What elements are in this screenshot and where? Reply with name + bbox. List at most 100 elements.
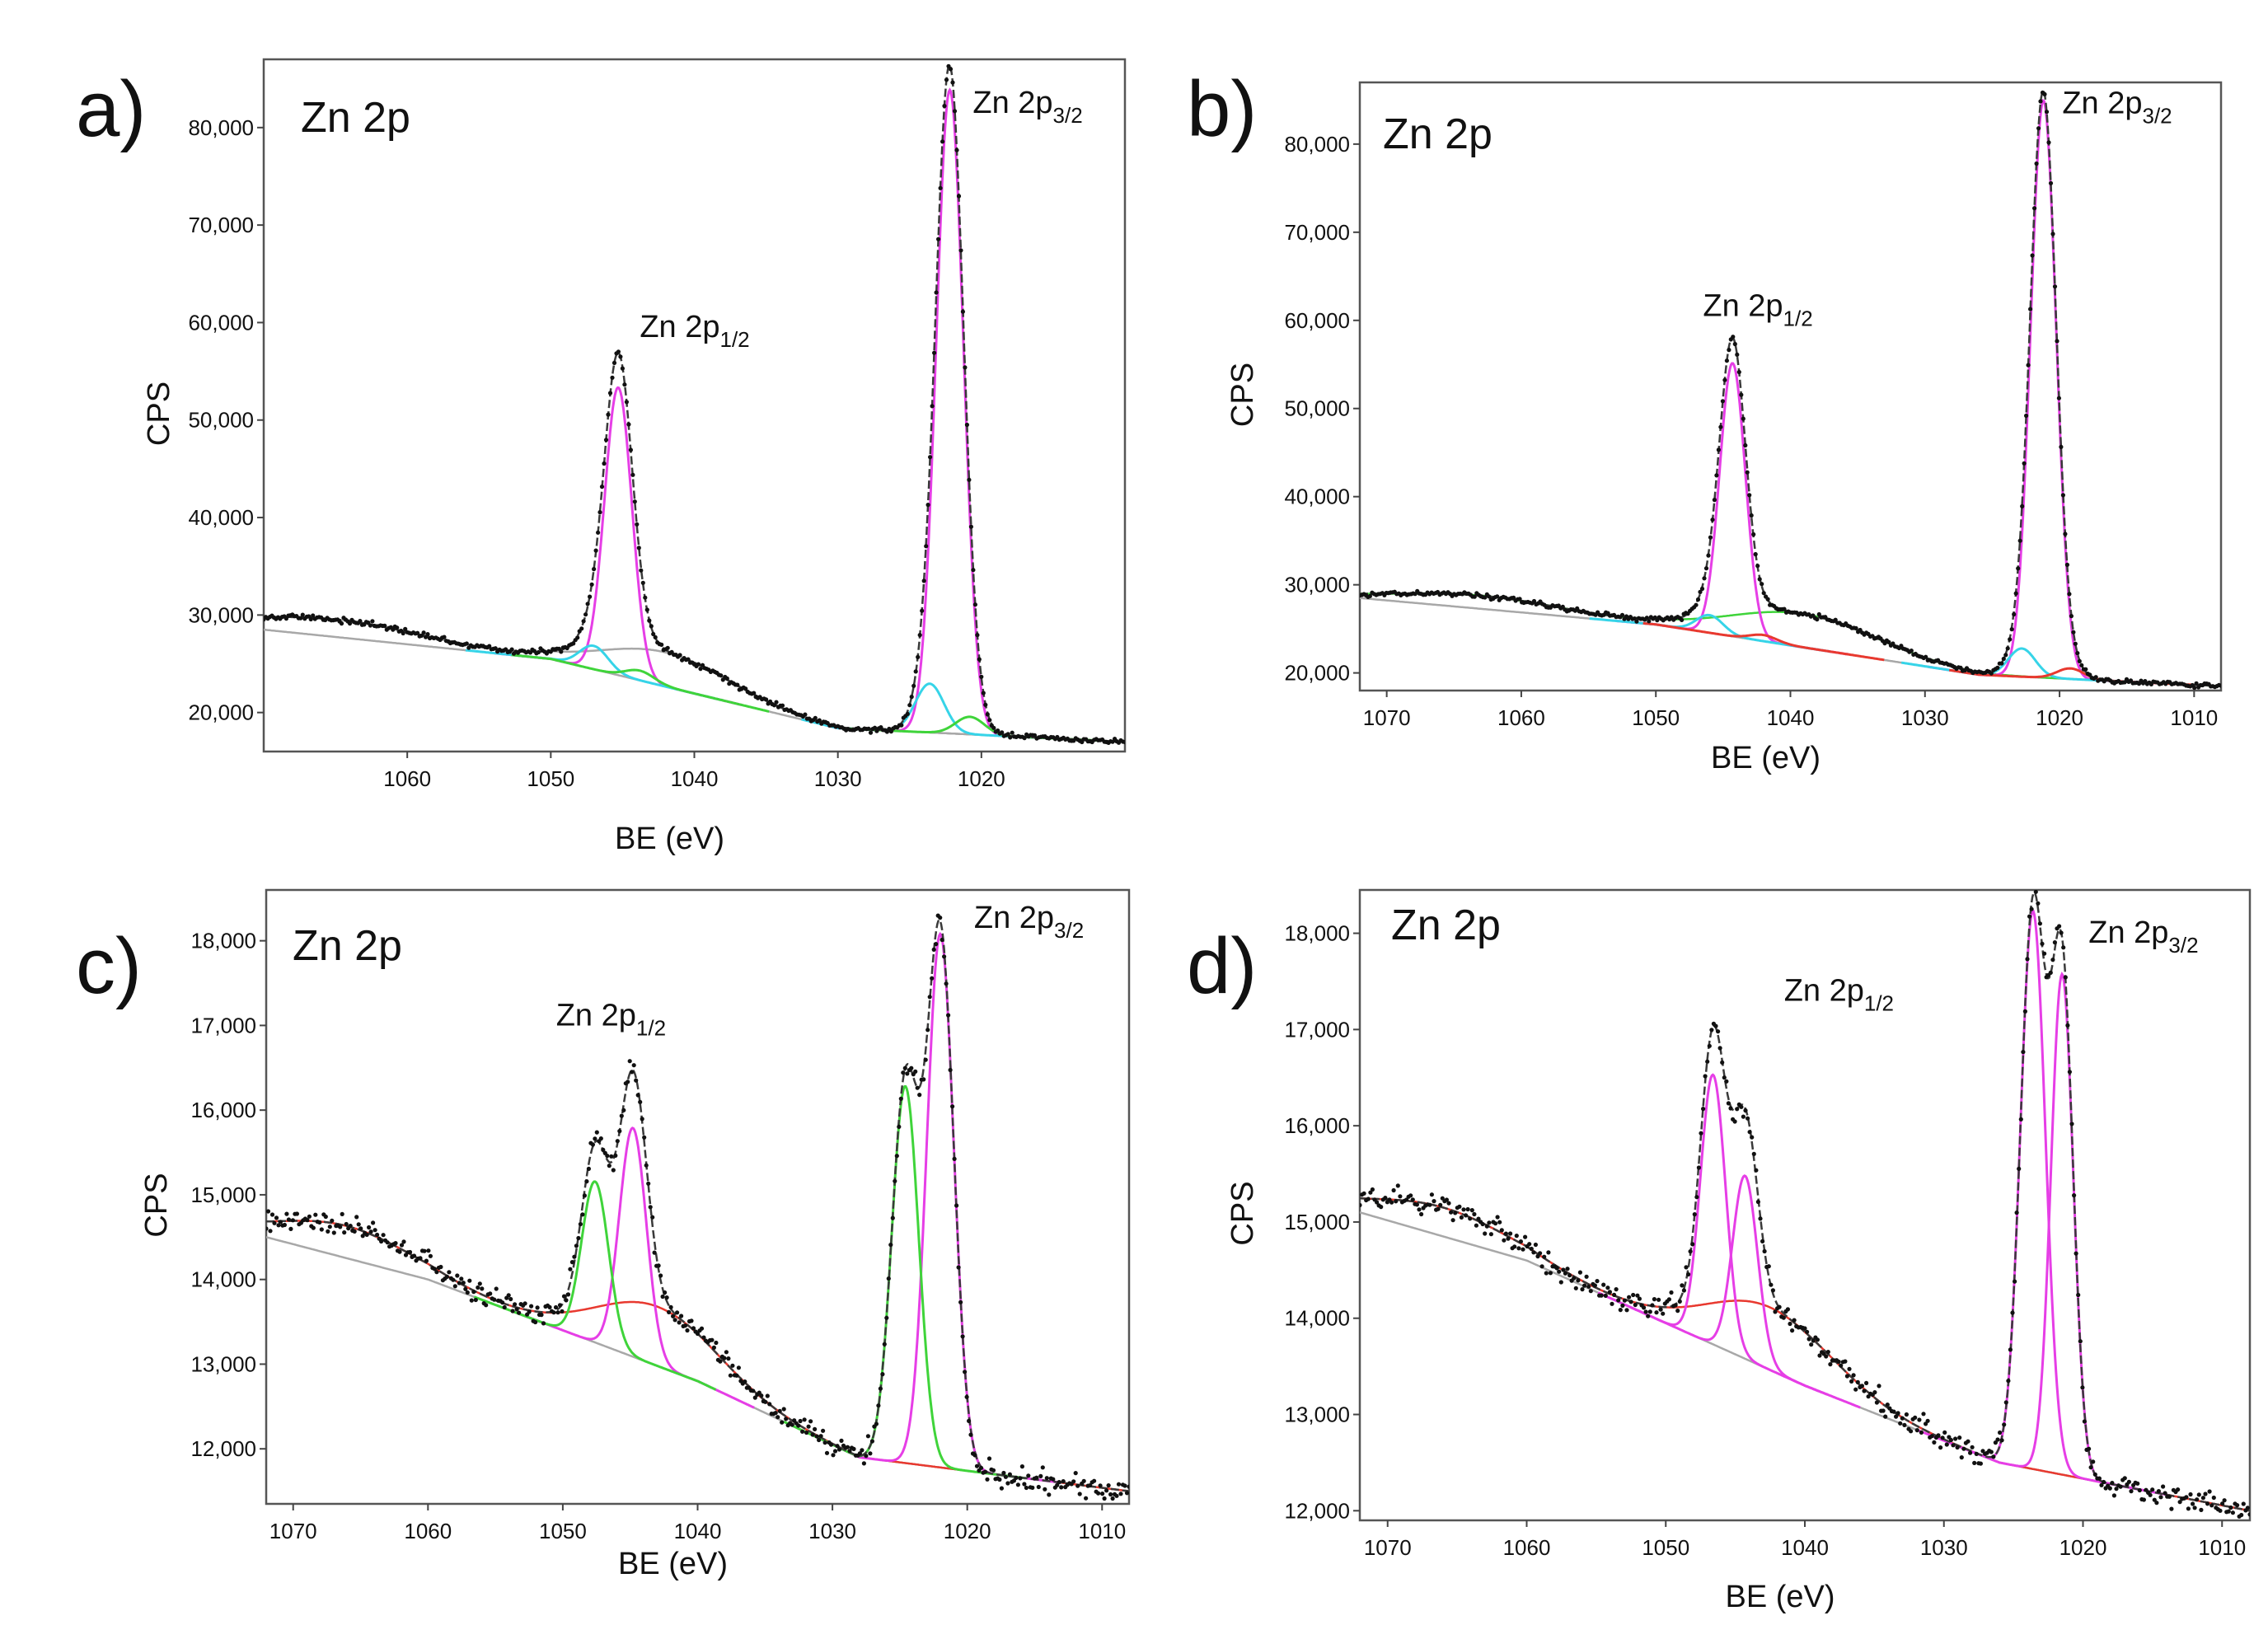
data-point bbox=[946, 1013, 951, 1018]
data-point bbox=[1535, 1254, 1540, 1259]
data-point bbox=[391, 627, 396, 632]
panel-b: 20,000 30,000 40,000 50,000 60,000 70,000 80,0… bbox=[1187, 65, 2223, 775]
chart-title: Zn 2p bbox=[1391, 901, 1501, 949]
x-tick-label: 1070 bbox=[1363, 705, 1411, 730]
x-tick-label: 1040 bbox=[671, 766, 719, 791]
data-point bbox=[382, 623, 387, 628]
data-point bbox=[987, 718, 992, 723]
data-point bbox=[331, 1230, 336, 1235]
data-point bbox=[1414, 1202, 1419, 1207]
data-point bbox=[1709, 1028, 1714, 1033]
data-point bbox=[916, 654, 921, 660]
data-point bbox=[434, 1270, 439, 1275]
data-point bbox=[730, 1363, 735, 1368]
data-point bbox=[630, 1070, 635, 1075]
data-point bbox=[487, 644, 492, 649]
data-point bbox=[572, 1254, 577, 1259]
data-point bbox=[1809, 1342, 1814, 1347]
data-point bbox=[639, 568, 644, 573]
panel-a: 20,000 30,000 40,000 50,000 60,000 70,000 80,0… bbox=[76, 58, 1127, 856]
data-point bbox=[878, 1386, 883, 1391]
data-point bbox=[1005, 1481, 1010, 1486]
data-point bbox=[909, 695, 914, 700]
data-point bbox=[1698, 589, 1703, 595]
data-point bbox=[1762, 1248, 1767, 1254]
data-point bbox=[796, 1423, 801, 1428]
data-point bbox=[1018, 1476, 1023, 1481]
data-point bbox=[743, 1379, 747, 1384]
data-point bbox=[664, 1295, 669, 1300]
data-point bbox=[553, 1304, 559, 1310]
data-point bbox=[2080, 1385, 2085, 1390]
data-point bbox=[599, 485, 605, 489]
data-point bbox=[806, 1424, 811, 1429]
data-point bbox=[672, 1318, 677, 1323]
data-point bbox=[488, 1291, 493, 1296]
data-point bbox=[606, 412, 611, 417]
data-point bbox=[765, 1393, 770, 1398]
data-point bbox=[898, 1096, 903, 1101]
data-point bbox=[1453, 1211, 1458, 1215]
x-tick-label: 1020 bbox=[944, 1519, 991, 1543]
data-point bbox=[1539, 1264, 1544, 1269]
y-tick-label: 70,000 bbox=[1284, 220, 1350, 245]
data-point bbox=[1753, 552, 1758, 557]
data-point bbox=[710, 1337, 715, 1342]
data-point bbox=[2247, 1512, 2250, 1517]
data-point bbox=[932, 350, 937, 355]
data-point bbox=[508, 1296, 513, 1302]
data-point bbox=[2235, 1503, 2240, 1508]
data-point bbox=[484, 1303, 489, 1308]
data-point bbox=[1122, 740, 1125, 745]
data-point bbox=[897, 1124, 902, 1129]
data-point bbox=[2163, 1491, 2167, 1496]
data-point bbox=[1989, 1449, 1994, 1454]
data-point bbox=[461, 1281, 466, 1285]
data-point bbox=[373, 1228, 377, 1233]
data-point bbox=[305, 1218, 310, 1223]
data-point bbox=[1736, 369, 1741, 375]
data-point bbox=[718, 1359, 723, 1364]
data-point bbox=[1529, 1246, 1534, 1252]
y-tick-label: 12,000 bbox=[1284, 1498, 1350, 1523]
data-point bbox=[1368, 1190, 1373, 1195]
data-point bbox=[1375, 1200, 1380, 1205]
data-point bbox=[368, 623, 373, 628]
data-point bbox=[999, 1486, 1004, 1491]
data-point bbox=[580, 1212, 585, 1217]
data-point bbox=[1925, 1418, 1930, 1423]
y-tick-label: 50,000 bbox=[188, 408, 254, 433]
y-tick-label: 50,000 bbox=[1284, 396, 1350, 421]
data-point bbox=[1940, 1435, 1945, 1440]
data-point bbox=[2065, 1023, 2070, 1028]
data-point bbox=[2026, 363, 2031, 368]
data-point bbox=[1538, 1251, 1543, 1256]
data-point bbox=[872, 725, 878, 730]
data-point bbox=[1968, 1450, 1973, 1455]
data-point bbox=[1533, 1242, 1538, 1248]
data-point bbox=[626, 422, 631, 427]
data-point bbox=[1703, 566, 1709, 571]
data-point bbox=[399, 1243, 405, 1248]
data-point bbox=[991, 1468, 996, 1473]
data-point bbox=[1488, 1232, 1493, 1237]
data-point bbox=[555, 1310, 560, 1315]
data-point bbox=[658, 1273, 663, 1278]
data-point bbox=[821, 1428, 826, 1433]
data-point bbox=[1686, 1271, 1691, 1277]
data-point bbox=[660, 1294, 665, 1300]
data-point bbox=[2064, 562, 2069, 568]
data-point bbox=[1493, 1221, 1498, 1226]
data-point bbox=[311, 1225, 316, 1230]
data-point bbox=[1936, 1433, 1941, 1438]
data-point bbox=[1531, 598, 1537, 604]
data-point bbox=[1595, 1279, 1600, 1284]
x-tick-label: 1030 bbox=[814, 766, 862, 791]
data-point bbox=[565, 1292, 571, 1297]
data-point bbox=[347, 621, 353, 626]
data-point bbox=[1444, 1197, 1449, 1202]
data-point bbox=[1966, 1439, 1970, 1444]
x-axis-title: BE (eV) bbox=[618, 1547, 728, 1581]
data-point bbox=[628, 447, 634, 452]
data-point bbox=[622, 382, 627, 387]
